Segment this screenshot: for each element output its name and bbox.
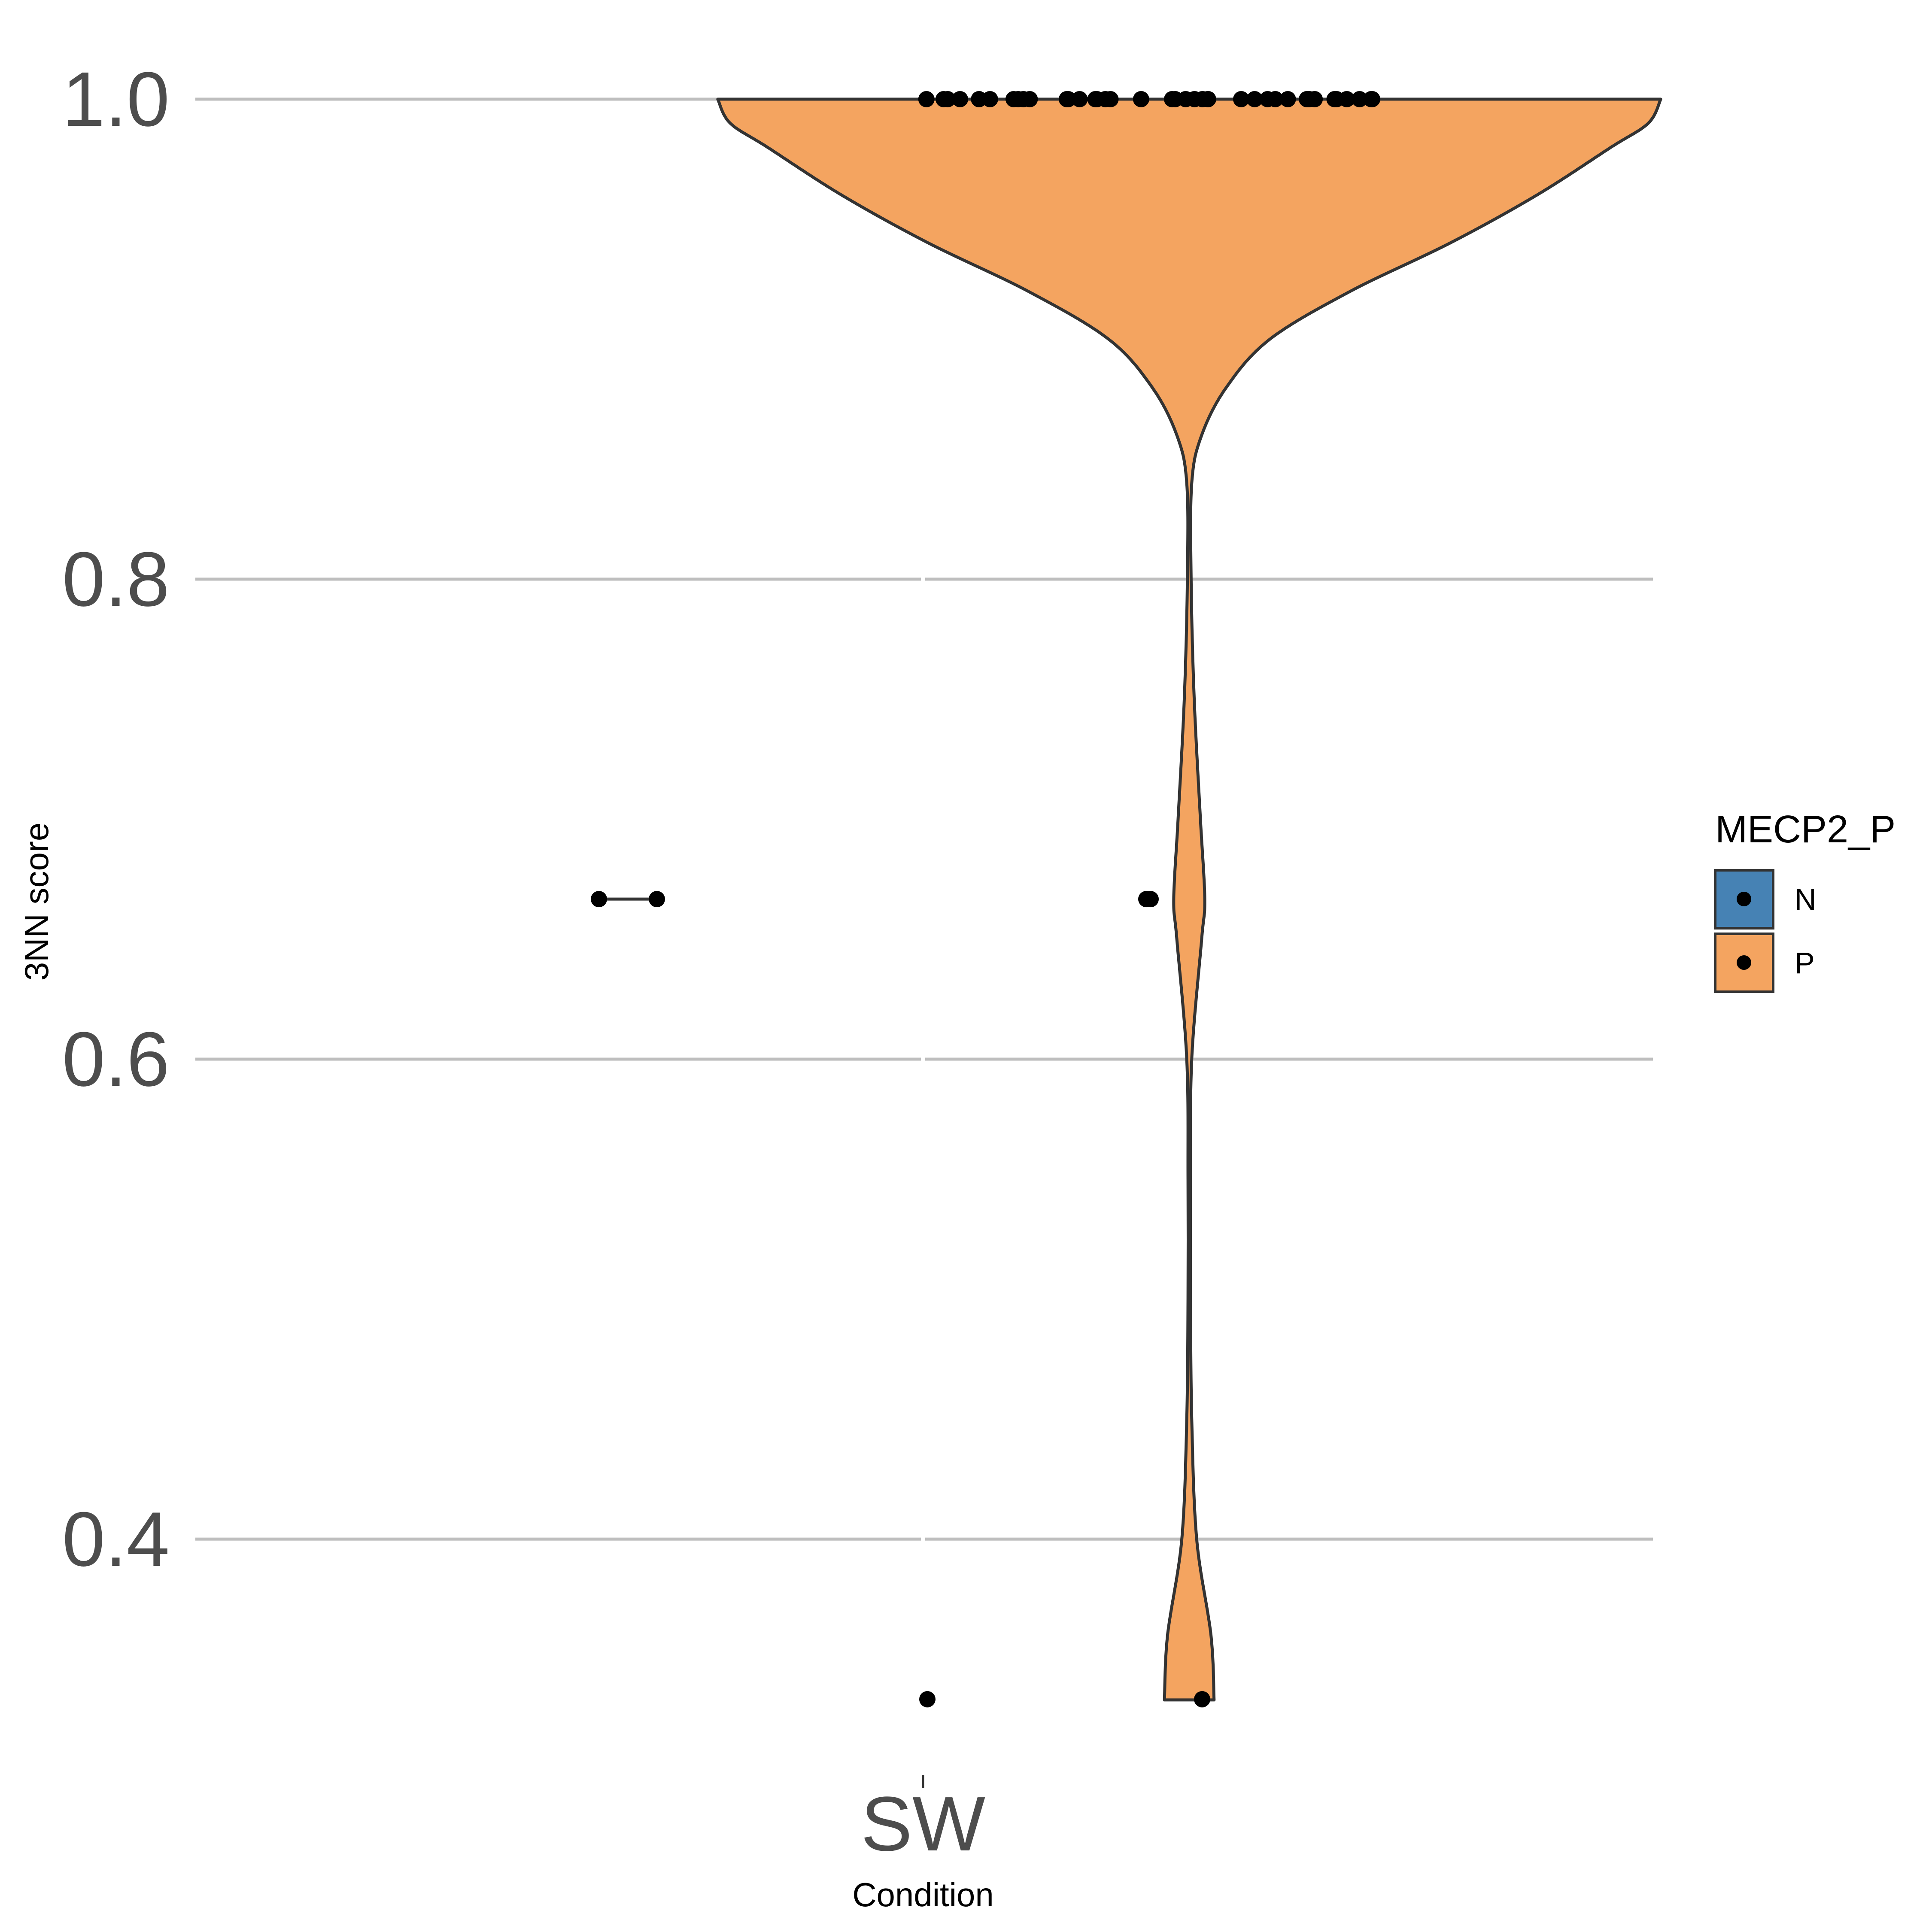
data-point-P — [981, 91, 998, 107]
legend-label-N: N — [1795, 883, 1817, 916]
violins — [601, 97, 1662, 1702]
data-point-P — [1363, 91, 1379, 107]
data-point-P — [1279, 91, 1296, 107]
data-point-N — [649, 891, 665, 908]
data-point-P — [1088, 91, 1105, 107]
data-point-N — [591, 891, 607, 908]
data-point-P — [918, 91, 935, 107]
x-axis-title: Condition — [852, 1876, 994, 1914]
y-tick-label: 0.4 — [62, 1496, 170, 1583]
data-point-P — [1233, 91, 1249, 107]
data-point-P — [1326, 91, 1343, 107]
y-axis-title: 3NN score — [18, 823, 55, 981]
data-point-P — [1267, 91, 1284, 107]
y-tick-label: 0.6 — [62, 1016, 170, 1103]
data-point-P — [1142, 891, 1159, 908]
data-point-P — [1021, 91, 1038, 107]
x-axis: SW — [861, 1775, 985, 1867]
legend-key-P — [1714, 933, 1774, 993]
data-point-P — [1133, 91, 1149, 107]
data-point-P — [1071, 91, 1088, 107]
data-point-P — [1200, 91, 1216, 107]
data-point-P — [1167, 91, 1184, 107]
data-point-P — [1194, 1691, 1210, 1707]
data-point-P — [939, 91, 956, 107]
gridlines — [195, 64, 1653, 1589]
data-point-P — [1246, 91, 1263, 107]
data-point-P — [1060, 91, 1077, 107]
legend-key-point — [1737, 892, 1751, 906]
legend-title: MECP2_P — [1715, 808, 1896, 851]
data-point-P — [919, 1691, 936, 1707]
violin-P — [716, 97, 1662, 1702]
y-axis: 0.4 0.6 0.8 1.0 — [62, 56, 170, 1583]
x-tick-label: SW — [861, 1781, 985, 1867]
legend: MECP2_P NP — [1714, 808, 1896, 993]
legend-label-P: P — [1795, 946, 1815, 980]
data-point-P — [952, 91, 969, 107]
legend-key-point — [1737, 955, 1751, 970]
y-tick-label: 0.8 — [62, 536, 170, 623]
data-point-P — [1102, 91, 1119, 107]
y-tick-label: 1.0 — [62, 56, 170, 143]
data-points — [591, 91, 1381, 1707]
data-point-P — [1351, 91, 1368, 107]
data-point-P — [1301, 91, 1318, 107]
